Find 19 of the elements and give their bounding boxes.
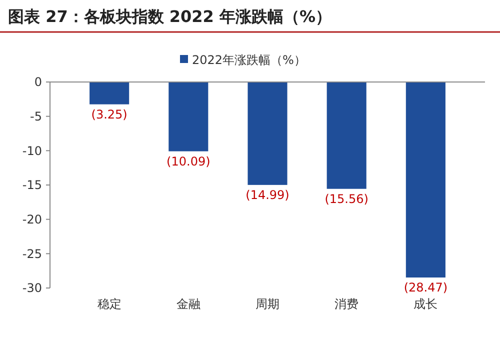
y-tick-label: 0: [34, 75, 42, 90]
data-label: (14.99): [246, 188, 290, 202]
x-tick-label: 周期: [256, 297, 280, 311]
x-tick-label: 成长: [414, 297, 438, 311]
y-tick-label: -15: [22, 178, 42, 192]
y-tick-label: -25: [22, 246, 42, 261]
y-tick-label: -5: [30, 110, 42, 124]
data-label: (28.47): [404, 280, 448, 294]
legend-label: 2022年涨跌幅（%）: [192, 53, 306, 68]
x-tick-label: 稳定: [97, 297, 122, 311]
x-tick-label: 消费: [334, 297, 359, 311]
y-tick-label: -30: [22, 281, 42, 296]
x-tick-label: 金融: [176, 297, 200, 311]
y-tick-label: -10: [22, 144, 42, 158]
data-label: (3.25): [91, 107, 128, 122]
chart-title: 图表 27：各板块指数 2022 年涨跌幅（%）: [8, 7, 332, 26]
data-label: (10.09): [166, 154, 210, 168]
y-tick-label: -20: [22, 212, 42, 227]
data-label: (15.56): [324, 192, 368, 206]
